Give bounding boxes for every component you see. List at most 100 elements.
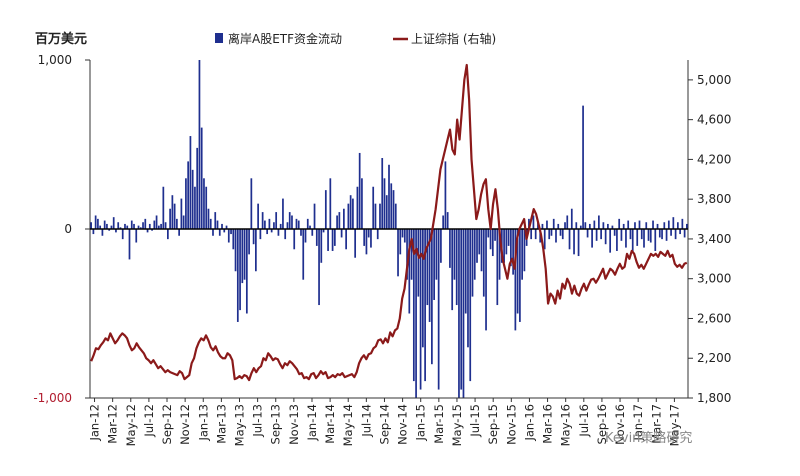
flow-bar: [460, 229, 463, 390]
flow-bar: [555, 229, 557, 243]
flow-bar: [324, 190, 327, 229]
flow-bar: [424, 229, 426, 382]
flow-bar: [227, 229, 230, 243]
left-axis-unit-label: 百万美元: [35, 31, 87, 47]
flow-bar: [157, 225, 160, 229]
x-axis-tick-label: Jul-14: [359, 404, 373, 438]
flow-bar: [440, 229, 442, 263]
flow-bar: [155, 215, 158, 229]
flow-bar: [340, 229, 343, 238]
flow-bar: [598, 215, 600, 229]
flow-bar: [352, 198, 354, 229]
flow-bar: [577, 229, 580, 257]
x-axis-tick-label: Jan-14: [305, 404, 319, 442]
flow-bar: [482, 229, 485, 297]
left-axis-tick-label: -1,000: [33, 391, 72, 405]
flow-bar: [473, 229, 476, 280]
flow-bar: [534, 229, 537, 240]
flow-bar: [255, 229, 257, 272]
flow-bar: [582, 105, 584, 229]
flow-bar: [564, 222, 566, 229]
flow-bar: [383, 178, 386, 229]
flow-bar: [570, 208, 573, 229]
flow-bar: [667, 220, 670, 229]
flow-bar: [514, 229, 517, 331]
flow-bar: [408, 229, 411, 314]
flow-bar: [331, 229, 334, 251]
flow-bar: [530, 229, 533, 240]
flow-bar: [521, 229, 523, 280]
flow-bar: [115, 229, 117, 233]
x-axis-tick-label: May-16: [559, 404, 573, 446]
watermark: Kevin策略研究: [605, 430, 692, 446]
flow-bar: [676, 222, 679, 229]
x-axis-tick-label: Sep-14: [377, 404, 391, 444]
flow-bar: [683, 229, 686, 238]
flow-bar: [178, 229, 180, 236]
flow-bar: [92, 229, 95, 235]
flow-bar: [622, 223, 625, 229]
flow-bar: [112, 217, 115, 229]
flow-bar: [338, 212, 341, 229]
flow-bar: [347, 203, 350, 229]
flow-bar: [162, 186, 165, 229]
flow-bar: [286, 222, 289, 229]
flow-bar: [516, 229, 519, 314]
flow-bar: [205, 186, 208, 229]
flow-bar: [458, 229, 460, 398]
flow-bar: [236, 229, 239, 322]
x-axis-tick-label: Mar-16: [541, 404, 555, 444]
flow-bar: [336, 215, 338, 229]
bar-series: [90, 60, 688, 398]
flow-bar: [187, 161, 190, 229]
x-axis-tick-label: Mar-17: [649, 404, 663, 444]
flow-bar: [124, 223, 126, 229]
flow-bar: [106, 223, 108, 229]
right-axis-tick-label: 5,000: [697, 73, 731, 87]
right-axis-tick-label: 4,200: [697, 152, 731, 166]
flow-bar: [412, 229, 415, 382]
flow-bar: [523, 229, 526, 272]
flow-bar: [320, 229, 323, 263]
flow-bar: [575, 222, 578, 229]
flow-bar: [464, 229, 467, 314]
flow-bar: [379, 203, 381, 229]
x-axis-tick-label: Jul-12: [142, 404, 156, 438]
x-axis-tick-label: Jan-12: [88, 404, 102, 442]
flow-bar: [345, 229, 347, 250]
flow-bar: [117, 222, 120, 229]
line-series: [90, 63, 688, 382]
flow-bar: [291, 215, 293, 229]
flow-bar: [268, 218, 271, 229]
x-axis-tick-label: Jan-17: [631, 404, 645, 442]
flow-bar: [640, 229, 643, 240]
flow-bar: [649, 229, 652, 243]
flow-bar: [257, 203, 259, 229]
flow-bar: [462, 229, 465, 398]
left-axis-tick-label: 1,000: [38, 53, 72, 67]
flow-bar: [381, 158, 384, 229]
flow-bar: [435, 229, 438, 280]
legend-bar-swatch: [215, 33, 223, 43]
x-axis-tick-label: May-12: [124, 404, 138, 446]
flow-bar: [629, 229, 632, 240]
flow-bar: [507, 229, 510, 246]
flow-bar: [613, 229, 616, 236]
flow-bar: [329, 178, 332, 229]
flow-bar: [194, 186, 196, 229]
flow-bar: [600, 229, 602, 240]
right-axis-tick-label: 3,400: [697, 232, 731, 246]
flow-bar: [110, 225, 113, 229]
flow-bar: [566, 215, 569, 229]
flow-bar: [604, 229, 607, 245]
flow-bar: [661, 229, 663, 240]
flow-bar: [631, 229, 634, 253]
flow-bar: [397, 229, 399, 277]
flow-bar: [433, 229, 435, 300]
flow-bar: [541, 223, 544, 229]
flow-bar: [419, 229, 422, 390]
flow-bar: [171, 195, 174, 229]
flow-bar: [361, 178, 363, 229]
flow-bar: [557, 223, 560, 229]
flow-bar: [431, 229, 433, 365]
